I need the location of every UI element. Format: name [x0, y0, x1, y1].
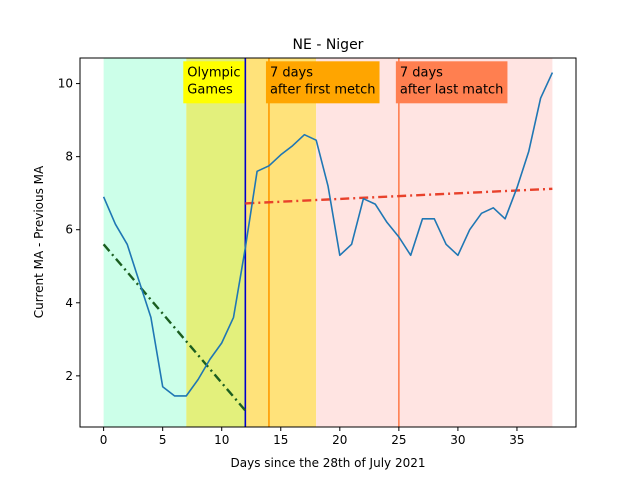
- trend-lines: [102, 187, 553, 412]
- annotation-text-1-0: 7 days: [270, 65, 313, 80]
- x-tick-label-20: 20: [332, 433, 347, 447]
- annotation-text-1-1: after first metch: [270, 82, 376, 97]
- annotation-1: 7 days after first metch: [265, 61, 380, 104]
- annotation-box-2: [395, 61, 508, 104]
- chart-title: NE - Niger: [293, 37, 364, 53]
- y-tick-label-2: 2: [65, 369, 73, 383]
- annotation-text-0-1: Games: [187, 82, 233, 97]
- plot-frame: [79, 57, 577, 428]
- trend-line-0: [102, 243, 247, 412]
- x-tick-label-5: 5: [159, 433, 167, 447]
- annotation-box-1: [265, 61, 380, 104]
- annotation-text-2-0: 7 days: [400, 65, 443, 80]
- period-band-1: [186, 58, 246, 427]
- period-band-3: [316, 58, 553, 427]
- x-tick-label-25: 25: [391, 433, 406, 447]
- y-tick-label-6: 6: [65, 223, 73, 237]
- x-tick-label-30: 30: [450, 433, 465, 447]
- shaded-periods: [103, 58, 553, 427]
- y-axis-ticks: 2 4 6 8 10: [58, 77, 80, 383]
- annotation-2: 7 days after last match: [395, 61, 508, 104]
- annotation-box-0: [183, 61, 245, 104]
- series-line-0: [102, 72, 554, 397]
- y-axis-label: Current MA - Previous MA: [32, 165, 46, 318]
- x-axis-label: Days since the 28th of July 2021: [231, 456, 426, 470]
- annotation-0: Olympic Games: [183, 61, 245, 104]
- x-tick-label-35: 35: [509, 433, 524, 447]
- period-band-2: [245, 58, 317, 427]
- y-tick-label-4: 4: [65, 296, 73, 310]
- x-tick-label-15: 15: [273, 433, 288, 447]
- x-tick-label-0: 0: [100, 433, 108, 447]
- x-tick-label-10: 10: [214, 433, 229, 447]
- y-tick-label-8: 8: [65, 150, 73, 164]
- x-axis-ticks: 0 5 10 15 20 25 30 35: [100, 427, 525, 447]
- event-lines: [244, 58, 400, 427]
- period-band-0: [103, 58, 187, 427]
- annotation-text-2-1: after last match: [400, 82, 504, 97]
- trend-line-1: [245, 187, 553, 205]
- annotation-text-0-0: Olympic: [187, 65, 240, 80]
- y-tick-label-10: 10: [58, 77, 73, 91]
- data-series: [102, 72, 554, 397]
